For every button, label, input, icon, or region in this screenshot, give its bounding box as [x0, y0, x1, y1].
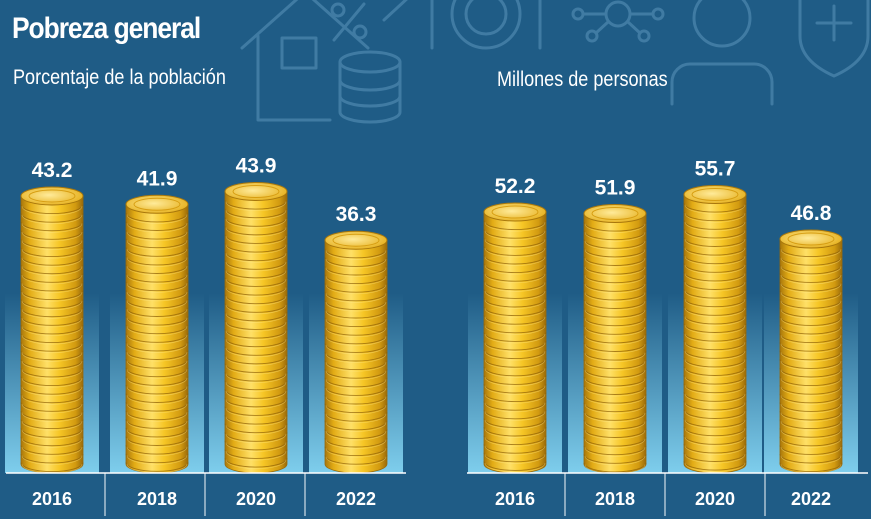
bar-coin-stack [125, 203, 189, 474]
coin-seams [125, 212, 189, 474]
x-tick-label: 2020 [695, 489, 735, 509]
bar-value-label: 36.3 [336, 203, 377, 226]
coin-top-rim [133, 197, 181, 211]
percent-icon [330, 2, 368, 42]
coin-top-rim [232, 184, 280, 198]
coin-top-rim [691, 188, 739, 201]
bar-value-label: 52.2 [495, 175, 536, 198]
coin-stack-icon [338, 0, 408, 124]
chart-porcentaje: 43.2 2016 41.9 2018 43.9 2020 36.3 2022 [5, 154, 406, 516]
bar-value-label: 55.7 [695, 158, 736, 181]
chart-millones: 52.2 2016 51.9 2018 55.7 2020 46.8 2022 [467, 158, 868, 516]
x-tick-label: 2018 [137, 489, 177, 509]
x-tick-label: 2018 [595, 489, 635, 509]
coin-top-rim [787, 232, 835, 246]
coin-seams [324, 248, 388, 467]
x-tick-label: 2016 [495, 489, 535, 509]
person-icon [670, 0, 774, 106]
x-tick-label: 2016 [32, 489, 72, 509]
coin-seams [483, 220, 547, 473]
coin-seams [683, 203, 747, 473]
page-title: Pobreza general [12, 12, 201, 45]
network-icon [571, 0, 665, 43]
bar-value-label: 46.8 [791, 202, 832, 225]
coin-top-rim [28, 189, 76, 203]
coin-seams [583, 222, 647, 474]
bar-value-label: 43.9 [236, 154, 277, 177]
right-chart-subtitle: Millones de personas [497, 68, 668, 91]
shield-plus-icon [798, 0, 870, 78]
x-tick-label: 2020 [236, 489, 276, 509]
x-tick-label: 2022 [336, 489, 376, 509]
bar-value-label: 51.9 [595, 177, 636, 200]
coin-top-rim [332, 233, 380, 247]
bar-value-label: 41.9 [137, 167, 178, 190]
left-chart-subtitle: Porcentaje de la población [13, 66, 226, 89]
x-tick-label: 2022 [791, 489, 831, 509]
plate-icon [430, 0, 542, 50]
house-icon [240, 0, 370, 122]
coin-seams [20, 204, 84, 474]
coin-top-rim [591, 207, 639, 220]
coin-seams [224, 199, 288, 469]
bar-value-label: 43.2 [32, 159, 73, 182]
bar-coin-stack [20, 195, 84, 474]
coin-top-rim [491, 205, 539, 219]
